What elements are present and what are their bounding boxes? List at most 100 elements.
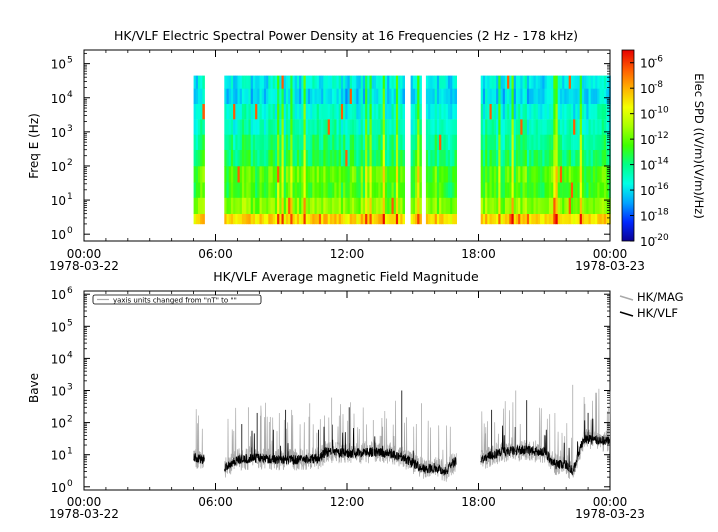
spectrogram-cell (393, 213, 397, 225)
spectrogram-cell (564, 197, 567, 214)
spectrogram-cell (546, 182, 550, 198)
spectrogram-cell (434, 213, 438, 225)
spectrogram-cell (362, 149, 366, 167)
spectrogram-cell (400, 213, 403, 225)
spectrogram-cell (263, 197, 267, 214)
spectrogram-cell (299, 182, 302, 198)
spectrogram-cell (255, 197, 258, 214)
spectrogram-cell (356, 134, 359, 150)
spectrogram-cell (439, 166, 442, 183)
spectrogram-cell (606, 75, 609, 89)
spectrogram-cell (402, 88, 405, 104)
spectrogram-cell (577, 213, 580, 225)
spectrogram-cell (391, 88, 394, 104)
spectrogram-cell (482, 182, 486, 198)
spectrogram-cell (369, 166, 372, 183)
spectrogram-cell (498, 166, 501, 183)
spectrogram-cell (248, 166, 251, 183)
spectrogram-cell (493, 182, 497, 198)
spectrogram-cell (398, 119, 401, 135)
spectrogram-cell (412, 213, 416, 225)
spectrogram-cell (244, 134, 247, 150)
spectrogram-cell (557, 134, 561, 150)
spectrogram-cell (235, 103, 238, 120)
spectrogram-cell (595, 119, 598, 135)
spectrogram-cell (443, 119, 446, 135)
spectrogram-cell (450, 149, 453, 167)
spectrogram-cell (400, 75, 403, 89)
spectrogram-cell (340, 197, 344, 214)
spectrogram-cell (546, 166, 550, 183)
series-line-vlf (193, 418, 611, 476)
spectrogram-cell (606, 213, 609, 225)
spectrogram-cell (193, 166, 197, 183)
spectrogram-cell (491, 166, 495, 183)
spectrogram-cell (485, 103, 488, 120)
spectrogram-cell (480, 197, 484, 214)
spectrogram-cell (261, 182, 265, 198)
spectrogram-cell (283, 182, 287, 198)
spectrogram-cell (533, 213, 536, 225)
spectrogram-cell (274, 166, 278, 183)
spectrogram-cell (228, 103, 232, 120)
spectrogram-cell (579, 197, 583, 214)
spectrogram-cell (432, 75, 435, 89)
spectrogram-cell (544, 213, 547, 225)
spectrogram-cell (498, 119, 501, 135)
spectrogram-cell (443, 166, 446, 183)
spectrogram-cell (365, 134, 368, 150)
spectrogram-cell (480, 119, 484, 135)
spectrogram-cell (579, 134, 583, 150)
spectrogram-cell (452, 134, 455, 150)
spectrogram-cell (551, 182, 554, 198)
spectrogram-cell (570, 182, 574, 198)
spectrogram-cell (441, 75, 444, 89)
spectrogram-cell (581, 88, 585, 104)
spectrogram-cell (332, 134, 335, 150)
spectrogram-cell (452, 182, 455, 198)
spectrogram-cell (354, 134, 357, 150)
spectrogram-cell (597, 149, 600, 167)
spectrogram-cell (564, 182, 567, 198)
spectrogram-cell (395, 103, 399, 120)
spectrogram-cell (526, 134, 530, 150)
spectrogram-cell (257, 103, 260, 120)
spectrogram-cell (288, 88, 291, 104)
spectrogram-cell (299, 103, 302, 120)
spectrogram-cell (393, 166, 397, 183)
spectrogram-cell (380, 149, 383, 167)
spectrogram-cell (454, 213, 457, 225)
spectrogram-cell (601, 149, 605, 167)
spectrogram-cell (198, 182, 201, 198)
legend-swatch-vlf (619, 311, 634, 317)
spectrogram-cell (398, 166, 401, 183)
spectrogram-cell (347, 213, 350, 225)
spectrogram-cell (314, 134, 317, 150)
spectrogram-cell (252, 134, 256, 150)
spectrogram-cell (369, 149, 372, 167)
spectrogram-cell (502, 88, 506, 104)
spectrogram-cell (202, 134, 205, 150)
spectrogram-cell (277, 103, 280, 120)
spectrogram-cell (373, 166, 377, 183)
spectrogram-cell (562, 119, 565, 135)
spectrogram-cell (590, 197, 594, 214)
spectrogram-cell (360, 88, 364, 104)
spectrogram-cell (338, 166, 342, 183)
spectrogram-cell (586, 197, 589, 214)
spectrogram-cell (270, 213, 273, 225)
field-y-tick: 10 (51, 449, 66, 463)
spectrogram-cell (564, 75, 567, 89)
spectrogram-cell (303, 88, 306, 104)
spectrogram-cell (327, 197, 331, 214)
spectrogram-cell (224, 213, 227, 225)
spectrogram-cell (314, 213, 317, 225)
spectrogram-cell (378, 103, 381, 120)
spectrogram-cell (436, 166, 440, 183)
spectrogram-cell (573, 213, 576, 225)
spectrogram-cell (597, 103, 600, 120)
spectrogram-cell (581, 103, 585, 120)
spectrogram-cell (452, 197, 455, 214)
spectrogram-cell (305, 134, 309, 150)
spectrogram-cell (310, 166, 313, 183)
